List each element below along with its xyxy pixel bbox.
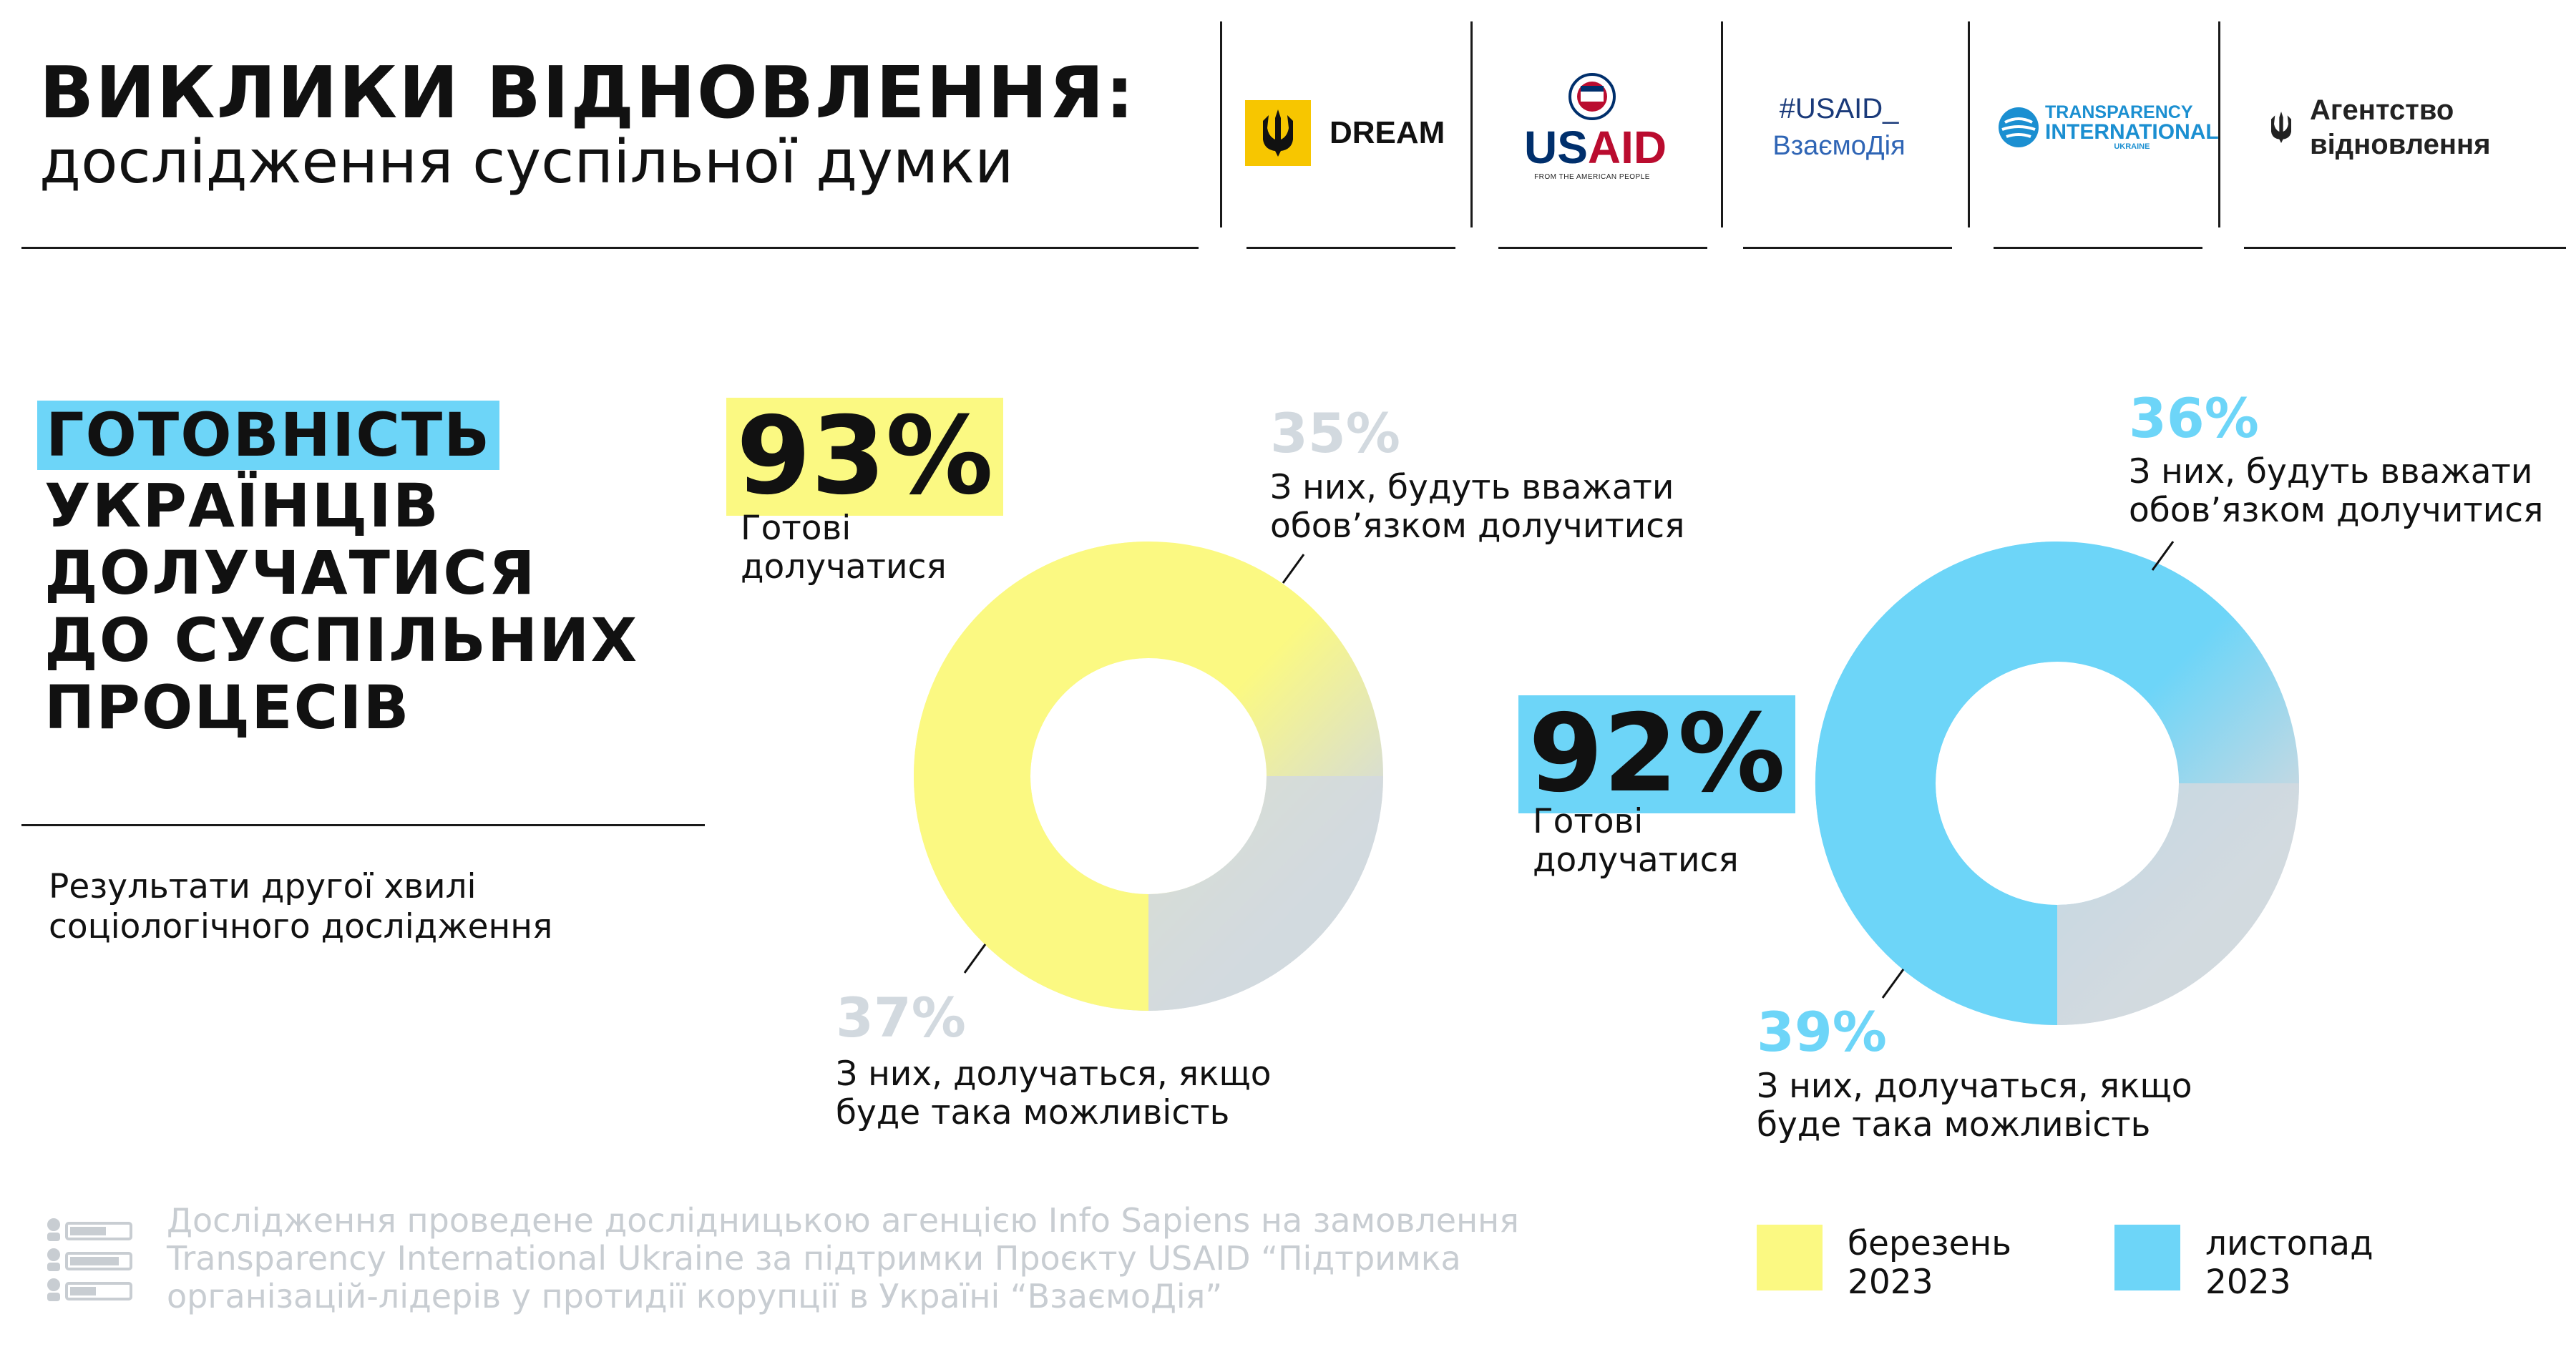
legend-label-november: листопад 2023 — [2205, 1224, 2373, 1303]
ti-line1: TRANSPARENCY — [2045, 102, 2193, 122]
ti-line2: INTERNATIONAL — [2045, 120, 2219, 144]
footer-note: Дослідження проведене дослідницькою аген… — [167, 1202, 1526, 1316]
note-line: буде така можливість — [1757, 1105, 2151, 1145]
chart1-total-percent: 93% — [726, 398, 1004, 516]
vzaemodia-logo: #USAID_ ВзаємоДія — [1767, 89, 1911, 165]
vzaemodia-line2: ВзаємоДія — [1772, 131, 1906, 161]
note-line: З них, будуть вважати — [1270, 468, 1674, 507]
note-line: обов’язком долучитися — [1270, 506, 1685, 547]
chart1-bottom-leader — [963, 944, 987, 974]
chart1-top-leader — [1282, 554, 1305, 584]
chart2-total-caption: Готові долучатися — [1533, 802, 1819, 881]
legend-swatch-march — [1757, 1225, 1823, 1290]
chart1-bottom-percent: 37% — [836, 986, 966, 1049]
chart1-top-percent: 35% — [1270, 401, 1400, 465]
caption-line: Готові — [741, 509, 852, 548]
caption-line: долучатися — [741, 547, 947, 587]
caption-line: долучатися — [1533, 841, 1739, 881]
chart1-main-segment — [914, 542, 1148, 1011]
note-line: З них, долучаться, якщо — [836, 1054, 1272, 1094]
legend-line: березень — [1848, 1224, 2011, 1263]
left-divider — [21, 824, 705, 826]
footer-line: Transparency International Ukraine за пі… — [167, 1238, 1461, 1278]
footer-line: організацій-лідерів у протидії корупції … — [167, 1276, 1223, 1316]
trident-icon — [1245, 100, 1311, 166]
chart1-gray-segment — [1148, 776, 1383, 1011]
chart2-bottom-note: З них, долучаться, якщо буде така можлив… — [1757, 1067, 2258, 1145]
chart2-gray-segment — [2057, 783, 2299, 1025]
agency-line2: відновлення — [2310, 129, 2491, 160]
agency-line1: Агентство — [2310, 94, 2454, 126]
agency-logo: Агентство відновлення — [2268, 93, 2491, 162]
ti-globe-icon — [1999, 107, 2039, 147]
headline-line: ПРОЦЕСІВ — [44, 672, 411, 743]
note-line: обов’язком долучитися — [2129, 491, 2544, 531]
note-line: буде така можливість — [836, 1093, 1230, 1133]
usaid-seal-icon — [1568, 73, 1616, 120]
logo-separator — [1220, 21, 1222, 227]
page-title: ВИКЛИКИ ВІДНОВЛЕННЯ: — [39, 51, 1136, 134]
caption-line: Готові — [1533, 802, 1644, 841]
headline-body: УКРАЇНЦІВ ДОЛУЧАТИСЯ ДО СУСПІЛЬНИХ ПРОЦЕ… — [44, 472, 638, 741]
left-description: Результати другої хвилі соціологічного д… — [49, 867, 552, 948]
ti-line3: UKRAINE — [2114, 142, 2150, 151]
chart1-donut — [914, 542, 1383, 1011]
legend-label-march: березень 2023 — [1848, 1224, 2011, 1303]
header-divider — [1743, 247, 1952, 249]
chart2-donut — [1815, 541, 2299, 1025]
chart2-bottom-percent: 39% — [1757, 1000, 1887, 1064]
description-line: Результати другої хвилі — [49, 867, 477, 906]
chart2-top-leader — [2151, 541, 2175, 571]
header-divider — [1994, 247, 2202, 249]
chart1-top-note: З них, будуть вважати обов’язком долучит… — [1270, 468, 1771, 547]
legend-line: 2023 — [1848, 1263, 1933, 1303]
trident-icon — [2271, 112, 2291, 143]
description-line: соціологічного дослідження — [49, 907, 553, 947]
note-line: З них, долучаться, якщо — [1757, 1067, 2192, 1106]
header-divider — [1246, 247, 1455, 249]
headline-highlight-word: ГОТОВНІСТЬ — [37, 401, 500, 470]
dream-logo-text: DREAM — [1330, 115, 1445, 150]
chart1-bottom-note: З них, долучаться, якщо буде така можлив… — [836, 1054, 1337, 1133]
page-subtitle: дослідження суспільної думки — [39, 127, 1014, 197]
logo-separator — [1968, 21, 1970, 227]
headline-highlight: ГОТОВНІСТЬ — [37, 401, 500, 470]
dream-logo: DREAM — [1245, 100, 1445, 166]
headline-line: ДОЛУЧАТИСЯ — [44, 538, 537, 608]
vzaemodia-line1: #USAID_ — [1779, 93, 1899, 124]
logo-separator — [2218, 21, 2220, 227]
chart2-main-segment — [1815, 541, 2057, 1025]
chart2-bottom-leader — [1881, 969, 1905, 999]
headline-line: УКРАЇНЦІВ — [44, 471, 440, 541]
footer-line: Дослідження проведене дослідницькою аген… — [167, 1201, 1519, 1240]
usaid-logo: USAID FROM THE AMERICAN PEOPLE — [1524, 72, 1667, 181]
headline-line: ДО СУСПІЛЬНИХ — [44, 605, 639, 675]
survey-icon — [47, 1218, 132, 1301]
chart2-top-note: З них, будуть вважати обов’язком долучит… — [2129, 452, 2576, 531]
chart1-total-caption: Готові долучатися — [741, 509, 1027, 587]
note-line: З них, будуть вважати — [2129, 452, 2533, 491]
ti-logo: TRANSPARENCY INTERNATIONAL UKRAINE — [1996, 104, 2219, 151]
chart2-total-percent: 92% — [1518, 695, 1796, 813]
logo-separator — [1721, 21, 1723, 227]
chart2-top-percent: 36% — [2129, 386, 2259, 450]
usaid-tagline: FROM THE AMERICAN PEOPLE — [1534, 173, 1650, 181]
usaid-logo-us: US — [1524, 122, 1588, 173]
legend-swatch-november — [2114, 1225, 2180, 1290]
legend-line: 2023 — [2205, 1263, 2291, 1303]
header-divider — [2244, 247, 2566, 249]
legend-line: листопад — [2205, 1224, 2373, 1263]
usaid-logo-aid: AID — [1587, 122, 1667, 173]
logo-separator — [1470, 21, 1473, 227]
header-divider — [1498, 247, 1707, 249]
header-divider — [21, 247, 1199, 249]
